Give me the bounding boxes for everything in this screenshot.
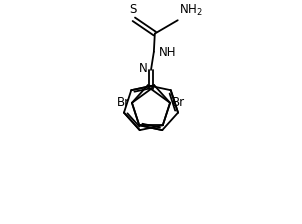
Text: N: N [138,62,147,75]
Text: Br: Br [117,96,130,109]
Text: NH: NH [159,46,176,59]
Text: Br: Br [172,96,185,109]
Text: S: S [129,3,137,16]
Text: NH$_2$: NH$_2$ [179,3,203,18]
